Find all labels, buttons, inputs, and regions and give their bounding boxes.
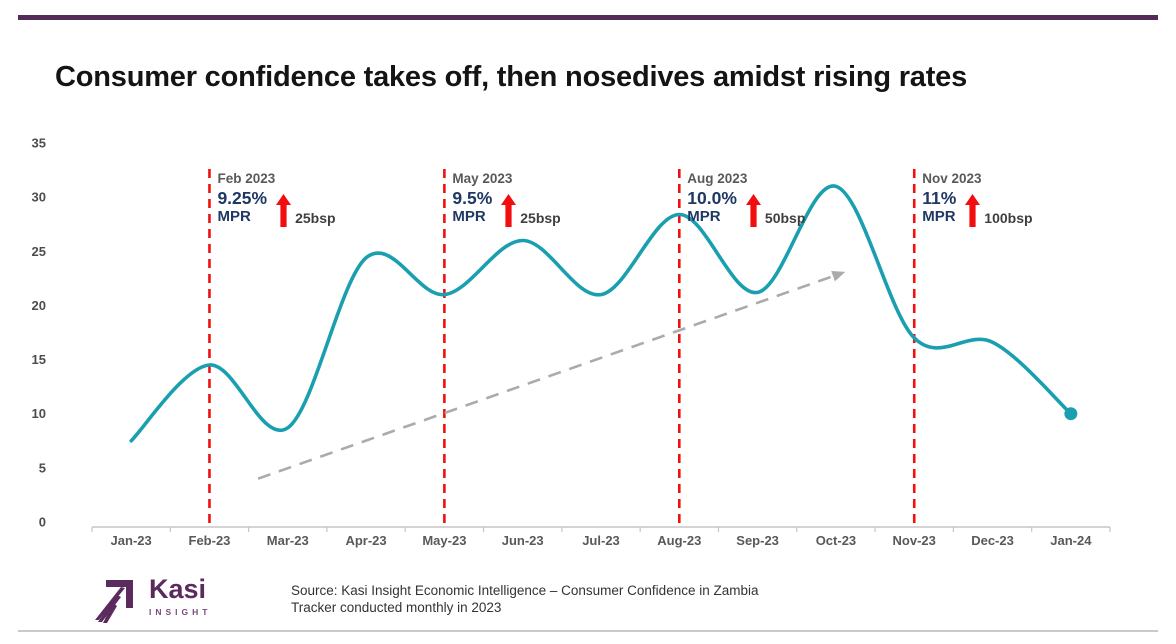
rate-up-arrow-icon bbox=[965, 194, 981, 227]
x-axis-tick-label: Aug-23 bbox=[657, 533, 701, 548]
rate-up-arrow-icon bbox=[276, 194, 292, 227]
x-axis-tick-label: Jul-23 bbox=[582, 533, 620, 548]
consumer-confidence-chart: 0 5 10 15 20 25 30 35 Jan-23 Feb-23 Mar-23 Apr-23 Ma… bbox=[0, 120, 1176, 572]
event-month-label: Feb 2023 bbox=[217, 171, 276, 186]
kasi-insight-logo: Kasi INSIGHT bbox=[95, 576, 211, 624]
y-axis-tick-label: 30 bbox=[32, 190, 46, 205]
mpr-annotation: May 2023 9.5% MPR 25bsp bbox=[452, 171, 561, 227]
kasi-logo-icon bbox=[95, 580, 133, 623]
x-axis-tick-label: Sep-23 bbox=[736, 533, 779, 548]
mpr-label: MPR bbox=[217, 208, 251, 226]
mpr-rate-value: 11% bbox=[922, 188, 957, 208]
rate-change-label: 50bsp bbox=[764, 210, 806, 226]
event-month-label: May 2023 bbox=[452, 171, 513, 186]
source-attribution: Source: Kasi Insight Economic Intelligen… bbox=[291, 582, 759, 616]
mpr-annotation: Aug 2023 10.0% MPR 50bsp bbox=[687, 171, 805, 227]
event-month-label: Nov 2023 bbox=[922, 171, 982, 186]
mpr-rate-value: 9.5% bbox=[452, 188, 493, 208]
rate-change-label: 100bsp bbox=[984, 210, 1033, 226]
logo-name: Kasi bbox=[149, 574, 207, 604]
chart-canvas: 0 5 10 15 20 25 30 35 Jan-23 Feb-23 Mar-23 Apr-23 Ma… bbox=[32, 136, 1111, 548]
y-axis-tick-label: 15 bbox=[32, 352, 46, 367]
x-axis-tick-label: Jun-23 bbox=[502, 533, 544, 548]
y-axis-tick-label: 25 bbox=[32, 244, 46, 259]
trend-arrowhead bbox=[831, 270, 846, 282]
x-axis-tick-label: Mar-23 bbox=[267, 533, 309, 548]
y-axis-tick-label: 5 bbox=[39, 460, 46, 475]
line-end-marker bbox=[1064, 407, 1078, 421]
x-axis-tick-label: Apr-23 bbox=[345, 533, 386, 548]
rate-up-arrow-icon bbox=[745, 194, 761, 227]
event-month-label: Aug 2023 bbox=[687, 171, 748, 186]
x-axis-tick-label: Dec-23 bbox=[971, 533, 1014, 548]
y-axis-tick-label: 35 bbox=[32, 136, 46, 151]
mpr-annotation: Feb 2023 9.25% MPR 25bsp bbox=[217, 171, 336, 227]
page-title: Consumer confidence takes off, then nose… bbox=[55, 61, 968, 94]
footer: Kasi INSIGHT Source: Kasi Insight Econom… bbox=[0, 570, 1176, 630]
y-axis-tick-label: 20 bbox=[32, 298, 46, 313]
mpr-rate-value: 10.0% bbox=[687, 188, 737, 208]
trend-arrow-line bbox=[257, 274, 835, 480]
x-axis-tick-label: Nov-23 bbox=[893, 533, 936, 548]
logo-text: Kasi INSIGHT bbox=[149, 574, 212, 618]
x-axis-tick-label: Feb-23 bbox=[189, 533, 231, 548]
rate-up-arrow-icon bbox=[501, 194, 517, 227]
source-line-1: Source: Kasi Insight Economic Intelligen… bbox=[291, 583, 759, 598]
mpr-label: MPR bbox=[452, 208, 486, 226]
rate-change-label: 25bsp bbox=[295, 210, 336, 226]
logo-subtext: INSIGHT bbox=[149, 607, 212, 617]
x-axis-tick-label: Oct-23 bbox=[816, 533, 856, 548]
x-axis-tick-label: Jan-23 bbox=[111, 533, 152, 548]
mpr-annotation: Nov 2023 11% MPR 100bsp bbox=[922, 171, 1033, 227]
mpr-label: MPR bbox=[687, 208, 721, 226]
top-accent-rule bbox=[18, 15, 1158, 20]
mpr-label: MPR bbox=[922, 208, 956, 226]
y-axis-tick-label: 10 bbox=[32, 406, 46, 421]
confidence-line bbox=[129, 184, 1073, 443]
y-axis-tick-label: 0 bbox=[39, 515, 46, 530]
rate-change-label: 25bsp bbox=[520, 210, 561, 226]
source-line-2: Tracker conducted monthly in 2023 bbox=[291, 600, 502, 615]
mpr-rate-value: 9.25% bbox=[217, 188, 268, 208]
x-axis-tick-label: May-23 bbox=[422, 533, 466, 548]
bottom-divider bbox=[18, 630, 1158, 632]
x-axis-tick-label: Jan-24 bbox=[1050, 533, 1092, 548]
